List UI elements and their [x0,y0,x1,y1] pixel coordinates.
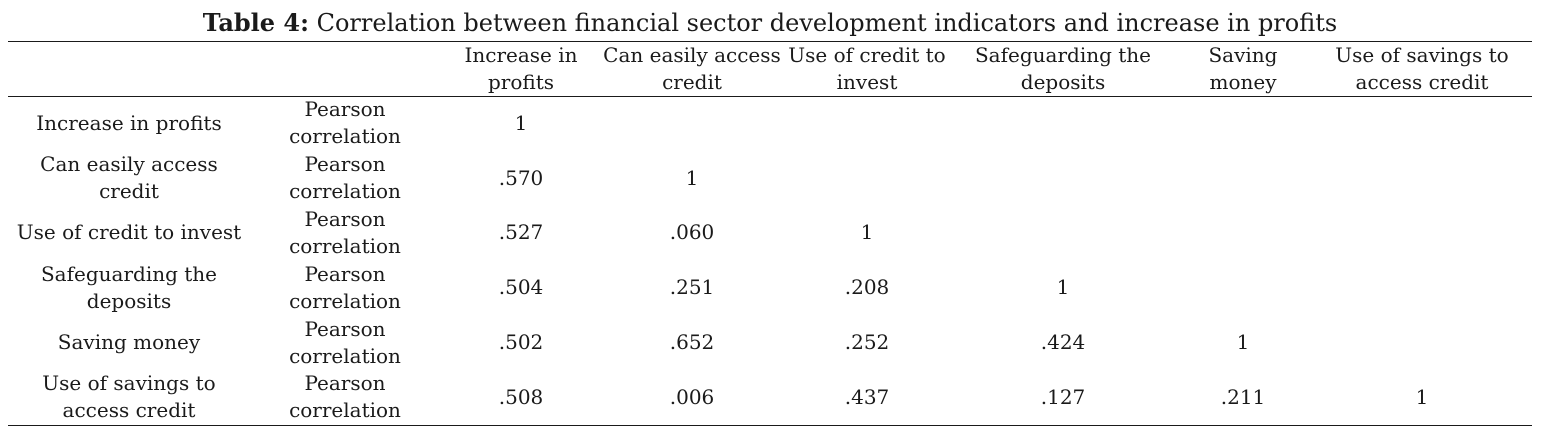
table-cell: .211 [1220,384,1266,409]
table-cell: .424 [1040,330,1086,355]
table-cell [1312,96,1532,151]
table-row: Saving money Pearson correlation .502 .6… [8,315,1532,370]
header-blank-label [8,42,250,96]
table-cell [782,151,952,206]
table-cell [1312,151,1532,206]
table-cell: .060 [669,220,715,245]
table-top-rule [8,41,1532,42]
table-cell: .252 [844,330,890,355]
row-label: Increase in profits [36,110,222,135]
table-cell: .527 [498,220,544,245]
table-cell [602,96,782,151]
row-statistic: Pearson correlation [289,261,401,313]
correlation-table: Increase in profits Can easily access cr… [8,42,1532,425]
table-cell: .437 [844,384,890,409]
row-statistic: Pearson correlation [289,206,401,258]
table-cell: .508 [498,384,544,409]
row-statistic: Pearson correlation [289,152,401,204]
table-cell: .208 [844,275,890,300]
table-cell: 1 [1415,384,1429,409]
column-header: Use of credit to invest [788,43,946,94]
row-statistic: Pearson correlation [289,316,401,368]
column-header: Saving money [1208,43,1278,94]
table-row: Increase in profits Pearson correlation … [8,96,1532,151]
header-blank-stat [250,42,440,96]
header-row: Increase in profits Can easily access cr… [8,42,1532,96]
table-cell [952,151,1174,206]
table-cell [1312,206,1532,261]
row-label: Saving money [57,330,201,355]
row-label: Use of credit to invest [16,220,242,245]
column-header: Use of savings to access credit [1335,43,1509,94]
table-row: Can easily access credit Pearson correla… [8,151,1532,206]
table-cell: 1 [514,110,528,135]
table-cell: .570 [498,165,544,190]
table-cell: .006 [669,384,715,409]
table-cell [1312,260,1532,315]
table-cell: 1 [685,165,699,190]
column-header: Increase in profits [464,43,578,94]
table-cell [952,206,1174,261]
table-cell: 1 [1236,330,1250,355]
table-row: Use of credit to invest Pearson correlat… [8,206,1532,261]
table-cell: .502 [498,330,544,355]
column-header: Safeguarding the deposits [974,43,1152,94]
row-label: Safeguarding the deposits [40,261,218,313]
table-cell [1174,151,1312,206]
table-cell [1174,260,1312,315]
table-cell [952,96,1174,151]
table-cell: .251 [669,275,715,300]
table-cell: 1 [1056,275,1070,300]
table-cell: .652 [669,330,715,355]
row-statistic: Pearson correlation [289,97,401,149]
table-cell [782,96,952,151]
table-row: Use of savings to access credit Pearson … [8,370,1532,425]
table-cell: .504 [498,275,544,300]
table-bottom-rule [8,425,1532,426]
table-cell [1174,96,1312,151]
row-label: Can easily access credit [40,152,218,204]
table-caption-text: Correlation between financial sector dev… [308,9,1338,37]
table-cell [1312,315,1532,370]
column-header: Can easily access credit [603,43,781,94]
row-label: Use of savings to access credit [42,371,216,423]
table-header-rule [8,96,1532,97]
table-cell: 1 [860,220,874,245]
table-cell [1174,206,1312,261]
table-row: Safeguarding the deposits Pearson correl… [8,260,1532,315]
table-caption: Table 4: Correlation between financial s… [0,8,1540,38]
table-cell: .127 [1040,384,1086,409]
row-statistic: Pearson correlation [289,371,401,423]
table-caption-label: Table 4: [202,8,309,37]
